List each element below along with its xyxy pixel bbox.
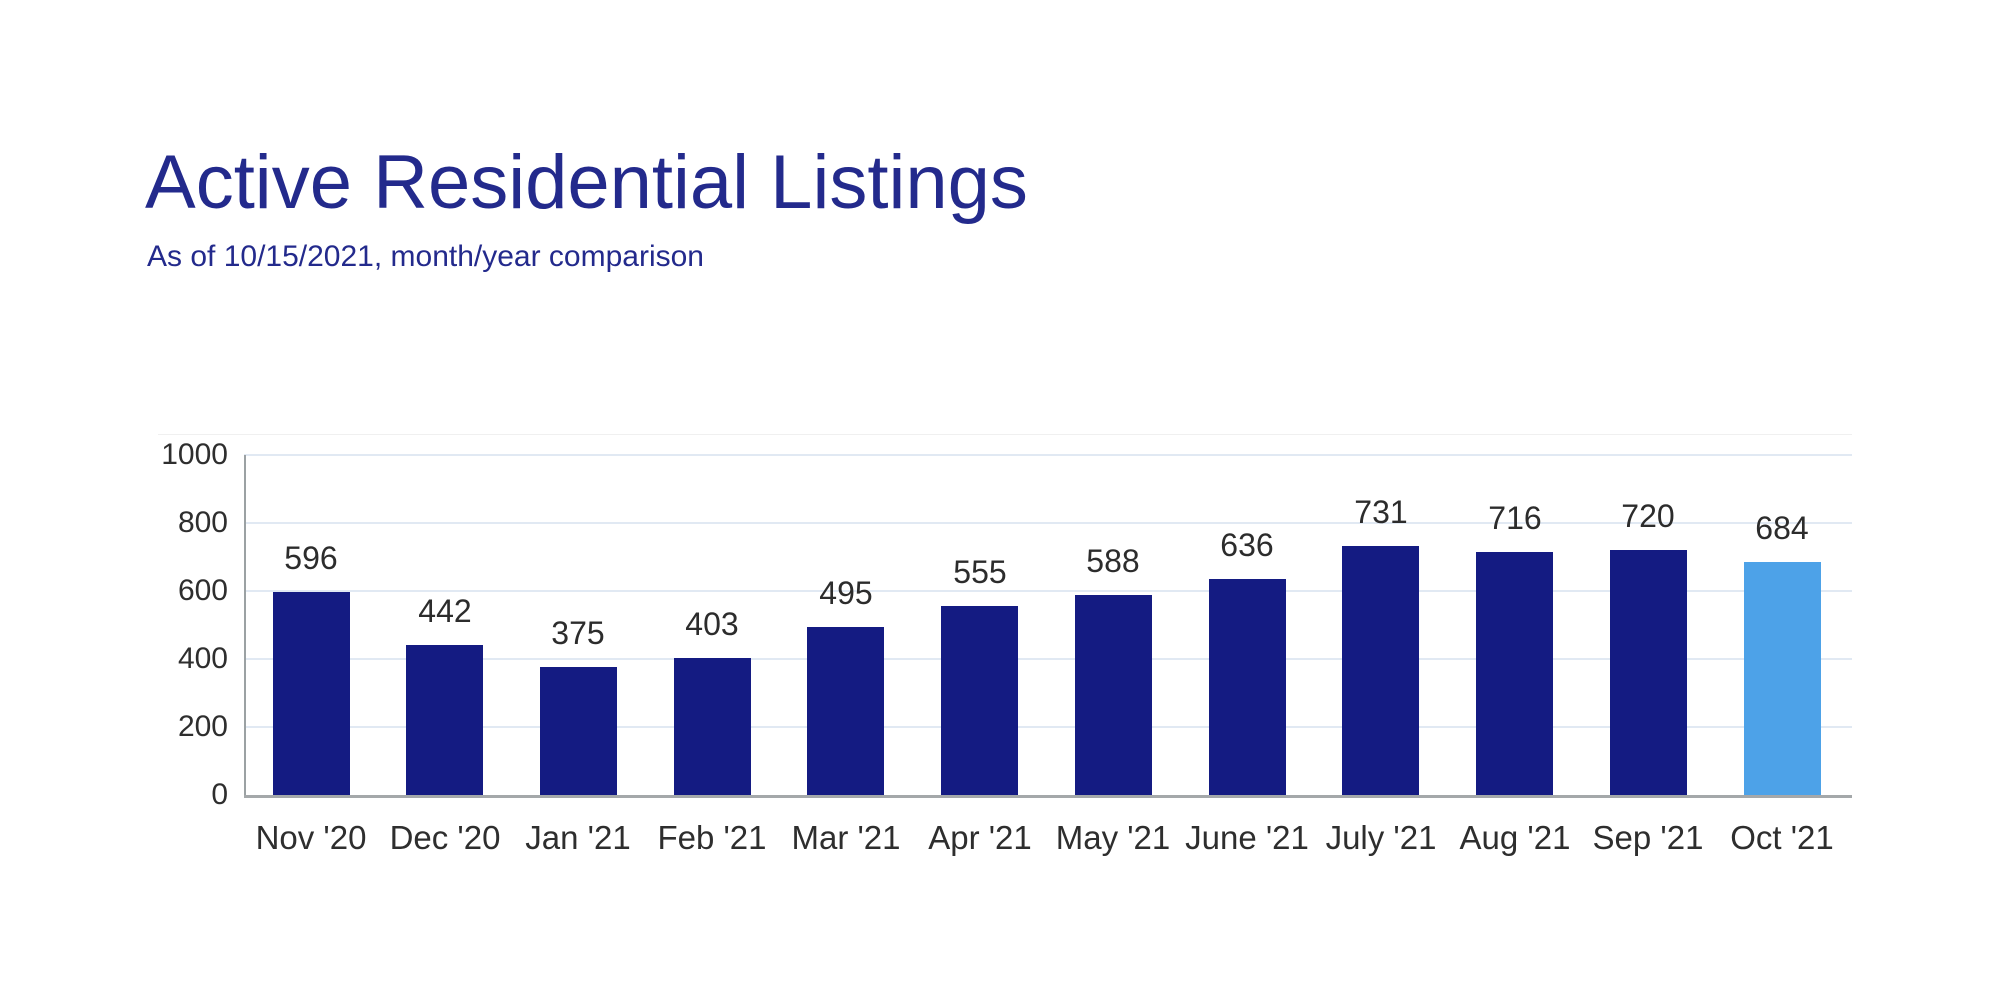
- y-axis-tick-label: 1000: [161, 438, 228, 471]
- x-axis: [244, 795, 1852, 798]
- x-axis-tick-label: June '21: [1185, 819, 1309, 856]
- gridline: [244, 522, 1852, 524]
- bar-jan-21: [540, 667, 617, 795]
- bar-aug-21: [1476, 552, 1553, 795]
- bar-value-label: 442: [418, 593, 472, 629]
- bar-sep-21: [1610, 550, 1687, 795]
- gridline: [244, 658, 1852, 660]
- bar-oct-21: [1744, 562, 1821, 795]
- bar-apr-21: [941, 606, 1018, 795]
- bar-value-label: 720: [1621, 498, 1675, 534]
- bar-value-label: 596: [284, 540, 338, 576]
- y-axis-tick-label: 0: [211, 778, 228, 811]
- x-axis-tick-label: Feb '21: [657, 819, 767, 856]
- page-title: Active Residential Listings: [145, 140, 1028, 225]
- bar-nov-20: [273, 592, 350, 795]
- bar-feb-21: [674, 658, 751, 795]
- gridline: [244, 454, 1852, 456]
- bar-value-label: 375: [551, 615, 605, 651]
- bar-dec-20: [406, 645, 483, 795]
- gridline: [244, 726, 1852, 728]
- bar-value-label: 636: [1220, 527, 1274, 563]
- chart-frame-top-edge: [158, 434, 1852, 435]
- y-axis-tick-label: 400: [177, 642, 228, 675]
- gridline: [244, 590, 1852, 592]
- x-axis-tick-label: Nov '20: [255, 819, 367, 856]
- bar-july-21: [1342, 546, 1419, 795]
- x-axis-tick-label: Aug '21: [1459, 819, 1571, 856]
- x-axis-tick-label: Sep '21: [1592, 819, 1704, 856]
- x-axis-tick-label: Apr '21: [928, 819, 1032, 856]
- y-axis-tick-label: 200: [177, 710, 228, 743]
- bar-value-label: 684: [1755, 510, 1809, 546]
- bar-value-label: 495: [819, 575, 873, 611]
- y-axis-tick-label: 800: [177, 506, 228, 539]
- x-axis-tick-label: Oct '21: [1730, 819, 1834, 856]
- x-axis-tick-label: May '21: [1055, 819, 1171, 856]
- bar-value-label: 403: [685, 606, 739, 642]
- x-axis-tick-label: Dec '20: [389, 819, 501, 856]
- x-axis-tick-label: July '21: [1325, 819, 1437, 856]
- bar-may-21: [1075, 595, 1152, 795]
- bar-mar-21: [807, 627, 884, 795]
- bar-value-label: 555: [953, 554, 1007, 590]
- bar-value-label: 731: [1354, 494, 1408, 530]
- y-axis-tick-label: 600: [177, 574, 228, 607]
- bar-june-21: [1209, 579, 1286, 795]
- x-axis-tick-label: Mar '21: [791, 819, 901, 856]
- y-axis: [244, 455, 246, 797]
- bar-value-label: 716: [1488, 500, 1542, 536]
- page-subtitle: As of 10/15/2021, month/year comparison: [147, 240, 704, 273]
- bar-value-label: 588: [1086, 543, 1140, 579]
- x-axis-tick-label: Jan '21: [525, 819, 631, 856]
